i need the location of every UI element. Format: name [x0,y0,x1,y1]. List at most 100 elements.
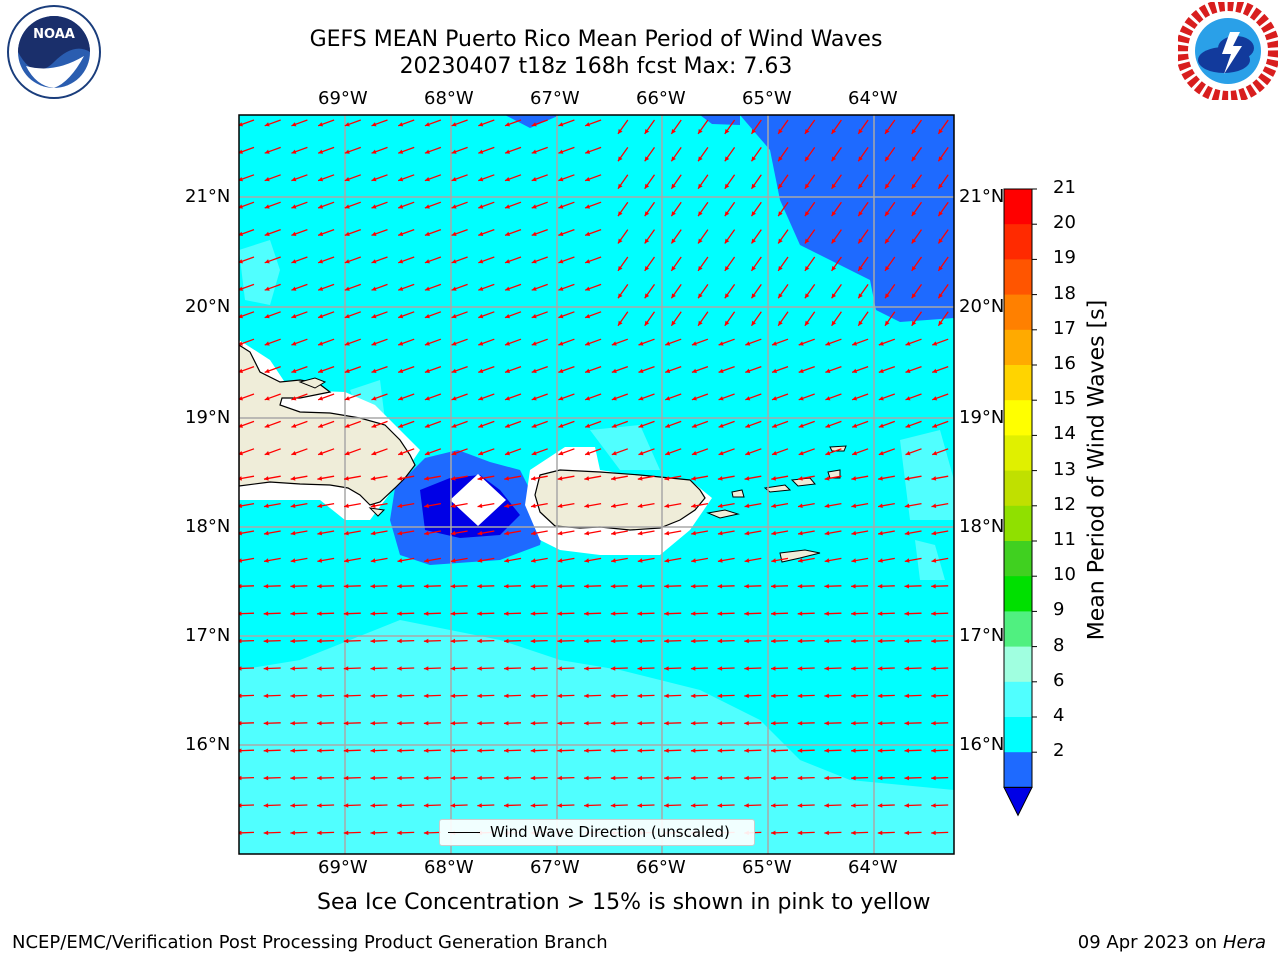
wave-direction-arrowhead [531,476,536,481]
wave-direction-arrowhead [504,530,509,536]
wave-direction-arrowhead [531,423,537,428]
wave-direction-arrowhead [804,156,810,162]
wave-direction-arrowhead [263,584,269,589]
lon-tick-bottom: 65°W [742,857,792,878]
wave-direction-arrowhead [931,611,936,616]
wave-direction-arrowhead [451,231,457,236]
wave-direction-arrowhead [877,666,883,671]
wave-direction-arrowhead [717,584,723,589]
wave-direction-arrowhead [317,638,322,644]
wave-direction-arrowhead [397,858,402,863]
colorbar-tick-label: 12 [1053,493,1076,515]
wave-direction-arrowhead [263,611,269,616]
wave-direction-arrowhead [877,693,883,699]
wave-direction-arrowhead [557,530,563,536]
wave-direction-arrowhead [584,558,590,563]
wave-direction-arrowhead [424,451,430,456]
wave-direction-arrowhead [397,803,402,808]
wave-direction-arrowhead [852,368,858,373]
wave-direction-arrowhead [397,830,402,836]
wave-direction-arrowhead [690,693,696,699]
wave-direction-arrowhead [264,286,270,291]
colorbar-tick-label: 4 [1053,705,1065,726]
wave-direction-arrowhead [585,149,591,154]
wave-direction-arrowhead [931,638,936,644]
wave-direction-arrowhead [618,238,623,244]
sea-period-6-8-east2 [915,540,945,580]
wave-direction-arrowhead [931,748,936,753]
wave-direction-arrowhead [637,803,642,808]
lat-tick-right: 16°N [959,734,1005,755]
wave-direction-arrowhead [611,368,617,373]
wave-direction-arrowhead [344,368,350,373]
wave-direction-arrowhead [744,584,749,589]
wave-direction-arrowhead [398,368,404,373]
wave-direction-arrowhead [804,266,810,271]
wave-direction-arrow [691,860,708,861]
wave-direction-arrowhead [932,451,938,456]
wave-direction-arrowhead [611,530,616,536]
chart-title: GEFS MEAN Puerto Rico Mean Period of Win… [309,27,883,52]
wave-direction-arrowhead [505,314,510,319]
wave-direction-arrowhead [237,858,242,863]
wave-direction-arrowhead [424,396,430,401]
wave-direction-arrowhead [558,286,564,291]
wave-direction-arrowhead [644,129,650,134]
wave-direction-arrowhead [343,611,349,616]
wave-direction-arrowhead [370,611,375,616]
wave-direction-arrowhead [504,693,509,699]
wave-direction-arrowhead [851,503,857,508]
sea-period-2-4-northeast [740,115,954,322]
wave-direction-arrowhead [831,238,837,244]
wave-direction-arrowhead [691,368,697,373]
wave-direction-arrowhead [905,423,911,428]
wave-direction-arrowhead [504,666,509,671]
wave-direction-arrowhead [877,748,883,753]
wave-direction-arrowhead [450,803,456,808]
wave-direction-arrowhead [717,803,723,808]
wave-direction-arrowhead [264,423,270,428]
wave-direction-arrowhead [911,320,917,326]
wave-direction-arrowhead [772,396,777,401]
wave-direction-arrowhead [797,748,803,753]
wave-direction-arrowhead [690,584,696,589]
wave-direction-arrowhead [851,638,856,644]
wave-direction-arrowhead [371,286,377,291]
colorbar-swatch [1004,576,1032,612]
legend: Wind Wave Direction (unscaled) [439,819,755,846]
wave-direction-arrow [237,860,254,861]
wave-direction-arrowhead [932,368,938,373]
wave-direction-arrowhead [344,204,350,209]
wave-direction-arrowhead [263,721,269,726]
wave-direction-arrow [611,860,628,861]
lat-tick-right: 21°N [959,186,1005,207]
wave-direction-arrowhead [584,530,590,536]
wave-direction-arrowhead [397,748,402,753]
wave-direction-arrowhead [397,584,402,589]
colorbar-tick-label: 11 [1053,529,1076,550]
wave-direction-arrowhead [877,638,883,644]
lat-tick-left: 21°N [185,186,231,207]
wave-direction-arrowhead [344,231,350,236]
wave-direction-arrowhead [671,129,676,134]
wave-direction-arrowhead [423,638,429,644]
lat-tick-left: 16°N [185,734,231,755]
wave-direction-arrowhead [905,858,910,863]
wave-direction-arrowhead [239,122,243,127]
wave-direction-arrowhead [264,476,269,481]
wave-direction-arrowhead [771,558,776,563]
legend-label: Wind Wave Direction (unscaled) [490,823,730,841]
wave-direction-arrowhead [744,558,750,563]
wave-direction-arrowhead [825,341,831,346]
wave-direction-arrowhead [824,638,829,644]
wave-direction-arrowhead [398,423,404,428]
wave-direction-arrowhead [584,476,590,481]
colorbar-tick-label: 8 [1053,634,1065,656]
wave-direction-arrowhead [637,693,642,699]
wave-direction-arrowhead [858,293,863,299]
wave-direction-arrow [477,860,494,861]
lon-tick-top: 65°W [742,88,792,109]
colorbar-swatch [1004,400,1032,436]
wave-direction-arrowhead [611,341,617,346]
colorbar-extend-arrow [1003,786,1033,817]
